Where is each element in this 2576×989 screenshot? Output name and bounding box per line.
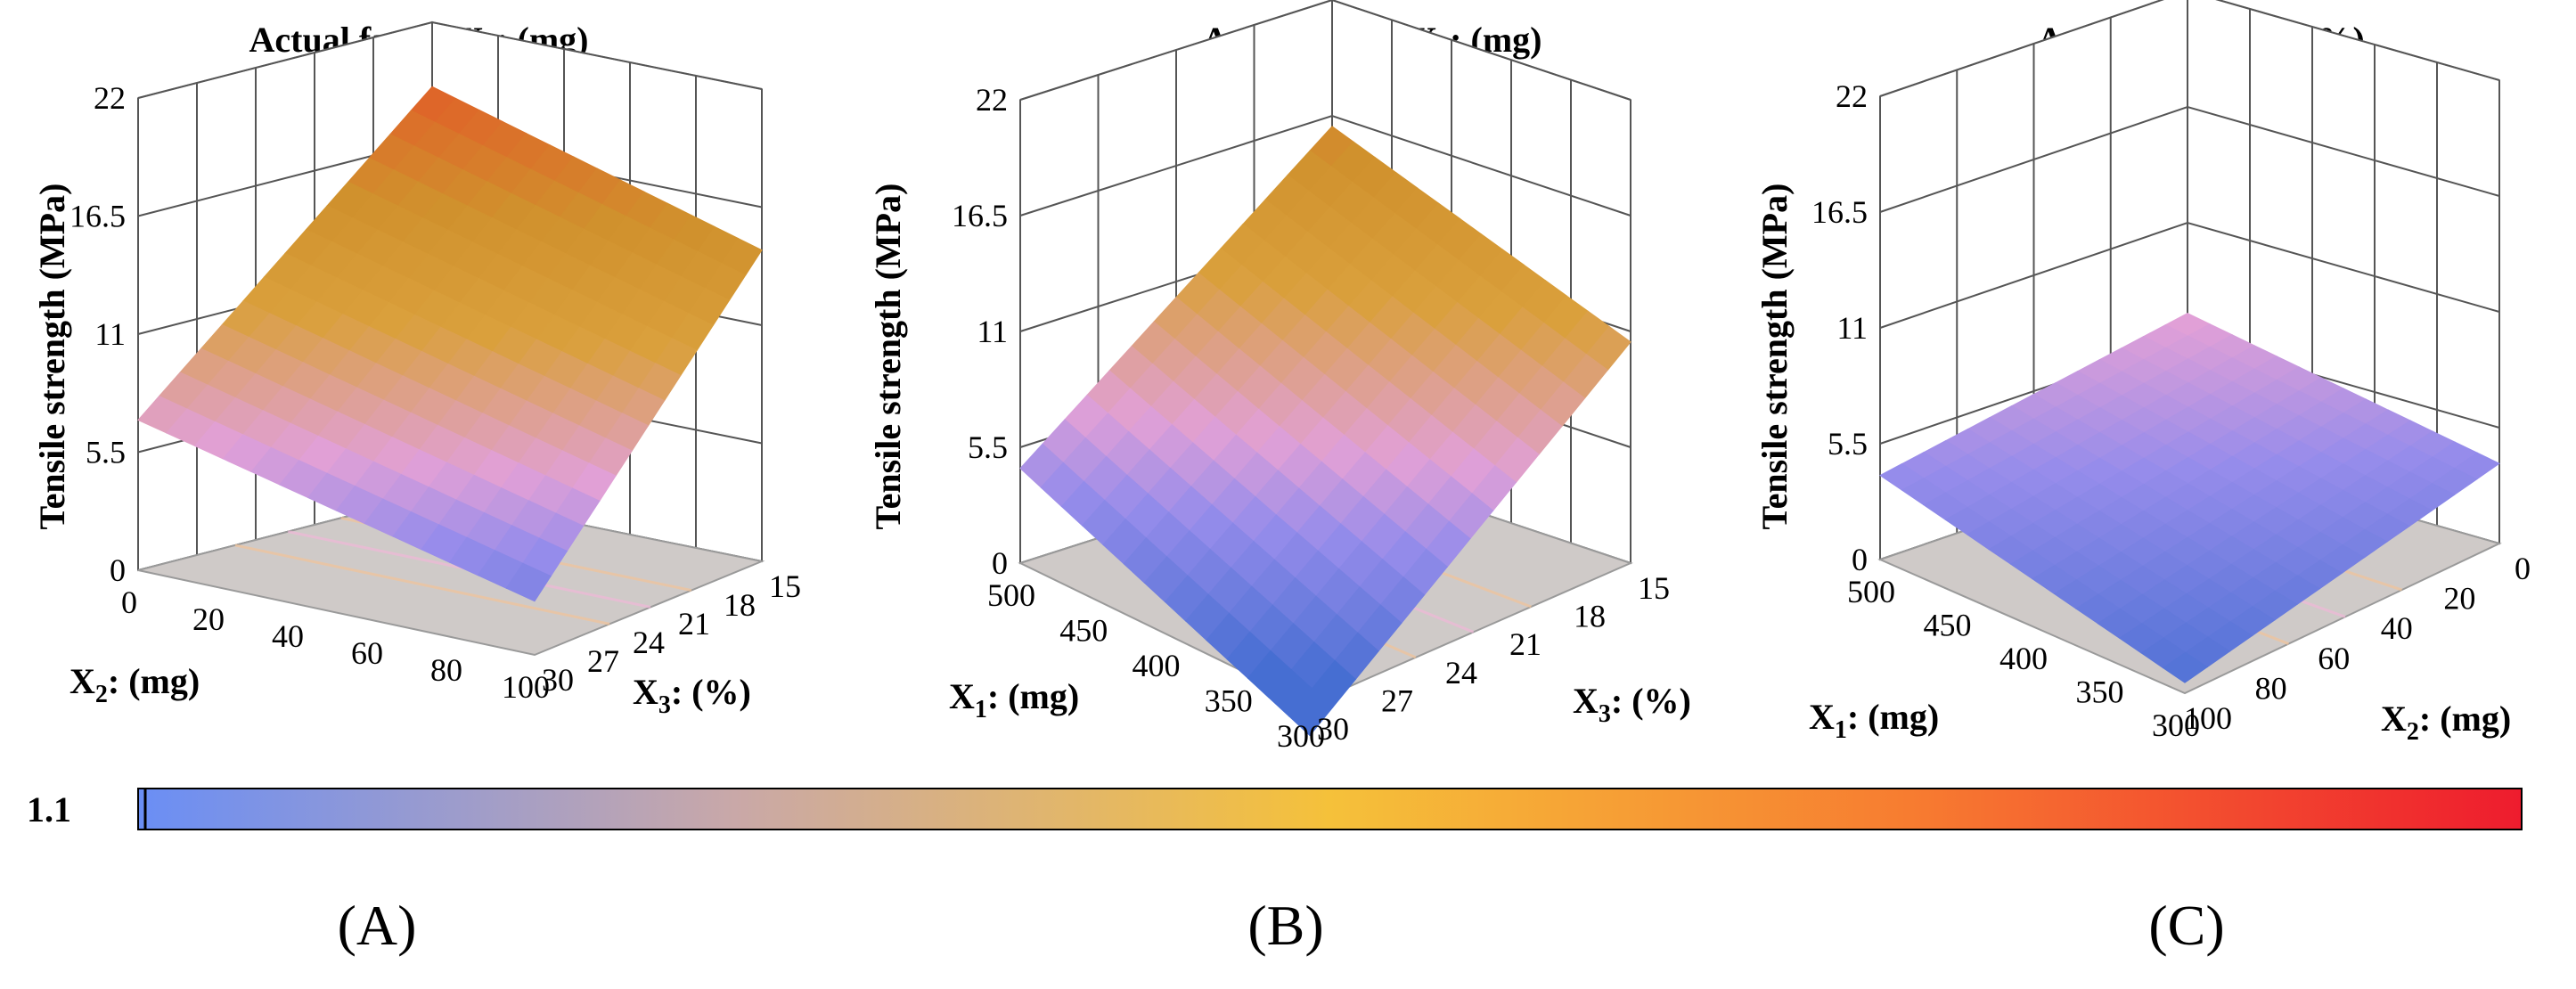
z-tick-label: 5.5 [968, 429, 1008, 465]
z-gridline [1019, 0, 1631, 101]
left-axis-tick-label: 300 [1277, 718, 1325, 754]
surface-patch [505, 562, 552, 602]
panel-c-left-ticks: 500 450 400 350 300 [1847, 574, 2200, 743]
colorbar-gradient [137, 788, 2523, 830]
z-tick-label: 11 [1836, 310, 1868, 346]
panel-b-label: (B) [1247, 894, 1323, 957]
panel-a-left-ticks: 0 20 40 60 80 100 [121, 584, 550, 705]
left-axis-tick-label: 500 [987, 577, 1035, 613]
panel-a-z-ticks: 0 5.5 11 16.5 22 [70, 80, 126, 588]
left-axis-tick-label: 400 [1999, 641, 2048, 676]
panel-c-z-ticks: 0 5.5 11 16.5 22 [1811, 78, 1868, 577]
z-tick-label: 11 [94, 316, 126, 352]
left-axis-tick-label: 400 [1133, 648, 1181, 683]
left-axis-tick-label: 350 [2076, 674, 2124, 710]
left-axis-tick-label: 0 [121, 584, 137, 620]
panel-c-surface [1879, 313, 2500, 683]
panel-b-left-axis-label: X1: (mg) [949, 676, 1079, 723]
panel-b-right-ticks: 30 27 24 21 18 15 [1317, 570, 1670, 747]
left-axis-tick-label: 20 [192, 601, 225, 637]
panel-a-left-axis-label: X2: (mg) [70, 661, 200, 708]
left-axis-tick-label: 60 [351, 635, 383, 671]
panel-c-right-ticks: 100 80 60 40 20 0 [2184, 551, 2531, 736]
z-tick-label: 22 [976, 82, 1008, 118]
right-axis-tick-label: 20 [2443, 581, 2475, 617]
right-axis-tick-label: 60 [2318, 641, 2350, 676]
panel-a-right-ticks: 30 27 24 21 18 15 [542, 568, 801, 698]
left-axis-tick-label: 80 [430, 652, 462, 688]
right-axis-tick-label: 15 [769, 568, 801, 604]
z-tick-label: 22 [94, 80, 126, 116]
right-axis-tick-label: 21 [1509, 626, 1542, 662]
left-axis-tick-label: 350 [1205, 683, 1253, 719]
z-tick-label: 0 [1852, 542, 1868, 577]
surface-patch [2162, 651, 2209, 683]
panel-b-right-axis-label: X3: (%) [1573, 681, 1691, 728]
colorbar-min-label: 1.1 [27, 789, 71, 830]
right-axis-tick-label: 0 [2515, 551, 2531, 586]
panel-c-label: (C) [2148, 894, 2224, 957]
left-axis-tick-label: 450 [1059, 613, 1108, 649]
panel-b-surface [1019, 126, 1631, 737]
right-axis-tick-label: 15 [1638, 570, 1670, 606]
z-tick-label: 11 [977, 314, 1008, 349]
right-axis-tick-label: 18 [724, 587, 756, 623]
right-axis-tick-label: 18 [1574, 599, 1606, 634]
z-tick-label: 0 [110, 552, 126, 588]
panel-c-right-axis-label: X2: (mg) [2381, 699, 2511, 746]
panel-b-z-axis-label: Tensile strength (MPa) [868, 184, 908, 530]
z-tick-label: 16.5 [70, 199, 126, 234]
floor-contour [234, 544, 610, 625]
right-axis-tick-label: 21 [678, 606, 710, 642]
panel-a-surface [137, 86, 763, 602]
z-tick-label: 5.5 [86, 435, 126, 470]
panel-b-left-ticks: 500 450 400 350 300 [987, 577, 1325, 754]
right-axis-tick-label: 100 [2184, 700, 2232, 736]
left-axis-tick-label: 300 [2152, 707, 2200, 743]
panel-b-z-ticks: 0 5.5 11 16.5 22 [952, 82, 1008, 581]
right-axis-tick-label: 40 [2381, 610, 2413, 646]
right-axis-tick-label: 30 [1317, 711, 1349, 747]
right-axis-tick-label: 24 [633, 625, 665, 660]
right-axis-tick-label: 24 [1445, 655, 1477, 691]
panel-c-z-axis-label: Tensile strength (MPa) [1754, 184, 1795, 530]
z-tick-label: 0 [992, 545, 1008, 581]
z-tick-label: 16.5 [1811, 194, 1868, 230]
left-axis-tick-label: 100 [502, 669, 550, 705]
right-axis-tick-label: 27 [587, 643, 619, 679]
right-axis-tick-label: 30 [542, 662, 574, 698]
surface-patch [1288, 688, 1334, 737]
left-axis-tick-label: 500 [1847, 574, 1895, 609]
floor-plane [137, 493, 765, 657]
panel-a-right-axis-label: X3: (%) [633, 672, 751, 719]
panel-a-z-axis-label: Tensile strength (MPa) [32, 184, 72, 530]
z-tick-label: 22 [1836, 78, 1868, 114]
z-gridline [1879, 0, 2500, 97]
panel-c-left-axis-label: X1: (mg) [1809, 697, 1939, 744]
left-axis-tick-label: 40 [272, 618, 304, 654]
colorbar: 1.1 [27, 788, 2523, 830]
z-tick-label: 16.5 [952, 198, 1008, 233]
right-axis-tick-label: 27 [1381, 682, 1413, 718]
right-axis-tick-label: 80 [2255, 670, 2287, 706]
panel-a-label: (A) [338, 894, 417, 957]
left-axis-tick-label: 450 [1924, 608, 1972, 643]
z-tick-label: 5.5 [1828, 426, 1868, 462]
